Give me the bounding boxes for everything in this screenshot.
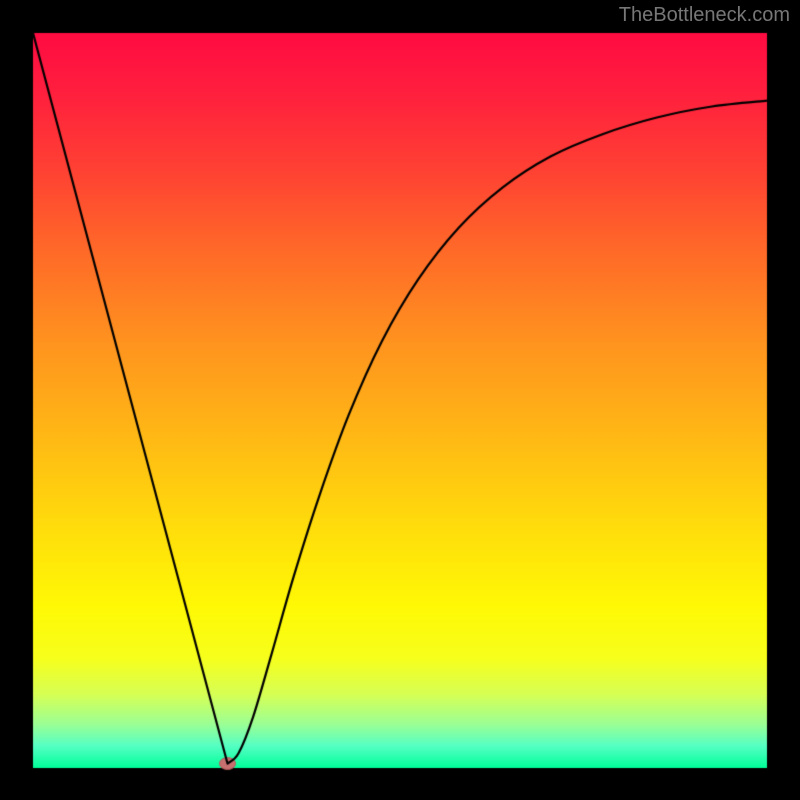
chart-stage: TheBottleneck.com xyxy=(0,0,800,800)
watermark-text: TheBottleneck.com xyxy=(619,4,790,27)
bottleneck-gradient-chart xyxy=(0,0,800,800)
